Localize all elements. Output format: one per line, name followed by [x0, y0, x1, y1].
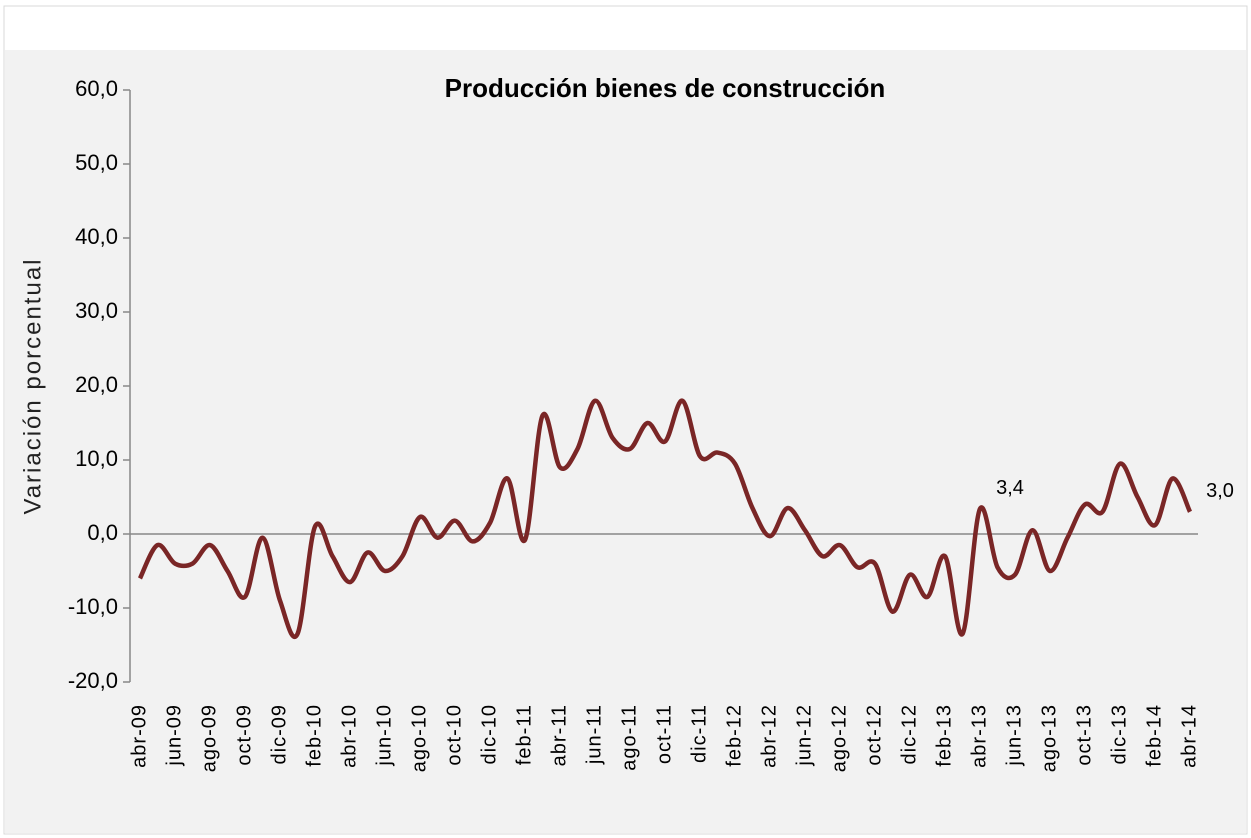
- y-tick-label: 50,0: [75, 150, 118, 175]
- x-tick-label: feb-13: [933, 704, 955, 767]
- y-tick-label: 30,0: [75, 298, 118, 323]
- x-tick-label: oct-13: [1073, 704, 1095, 766]
- data-label: 3,4: [996, 477, 1024, 499]
- chart-title: Producción bienes de construcción: [445, 73, 886, 103]
- line-series: [137, 398, 1193, 639]
- x-tick-label: abr-14: [1178, 704, 1200, 768]
- x-tick-label: dic-10: [478, 704, 500, 764]
- x-tick-label: oct-10: [443, 704, 465, 766]
- data-label: 3,0: [1206, 480, 1234, 502]
- x-tick-label: ago-12: [828, 704, 850, 772]
- x-tick-label: ago-09: [198, 704, 220, 772]
- y-tick-label: 0,0: [87, 520, 118, 545]
- x-tick-label: oct-11: [653, 704, 675, 764]
- x-tick-label: abr-12: [758, 704, 780, 768]
- x-tick-label: feb-10: [303, 704, 325, 767]
- y-tick-label: 40,0: [75, 224, 118, 249]
- x-tick-label: feb-11: [513, 704, 535, 765]
- x-tick-label: abr-13: [968, 704, 990, 768]
- y-axis-title: Variación porcentual: [19, 257, 46, 514]
- x-tick-label: jun-12: [793, 704, 815, 767]
- x-tick-label: abr-09: [128, 704, 150, 768]
- y-tick-label: 10,0: [75, 446, 118, 471]
- x-tick-label: ago-13: [1038, 704, 1060, 772]
- y-tick-label: 60,0: [75, 76, 118, 101]
- y-tick-label: -10,0: [68, 594, 118, 619]
- x-tick-label: abr-11: [548, 704, 570, 766]
- x-tick-label: dic-11: [688, 704, 710, 763]
- x-tick-label: jun-13: [1003, 704, 1025, 767]
- x-tick-label: dic-09: [268, 704, 290, 764]
- chart-area: [5, 50, 1246, 833]
- x-tick-label: ago-11: [618, 704, 640, 771]
- x-tick-label: jun-10: [373, 704, 395, 767]
- x-tick-label: feb-12: [723, 704, 745, 767]
- y-tick-label: -20,0: [68, 668, 118, 693]
- x-tick-label: jun-11: [583, 704, 605, 765]
- plot: -20,0 -10,0 0,0 10,0 20,0 30,0 40,0 50,0 60,0 abr…: [68, 76, 1234, 772]
- x-tick-label: dic-13: [1108, 704, 1130, 764]
- x-tick-label: oct-09: [233, 704, 255, 766]
- x-tick-label: feb-14: [1143, 704, 1165, 767]
- x-tick-label: dic-12: [898, 704, 920, 764]
- x-tick-label: oct-12: [863, 704, 885, 766]
- x-tick-label: ago-10: [408, 704, 430, 772]
- x-tick-label: abr-10: [338, 704, 360, 768]
- y-tick-label: 20,0: [75, 372, 118, 397]
- x-tick-label: jun-09: [163, 704, 185, 767]
